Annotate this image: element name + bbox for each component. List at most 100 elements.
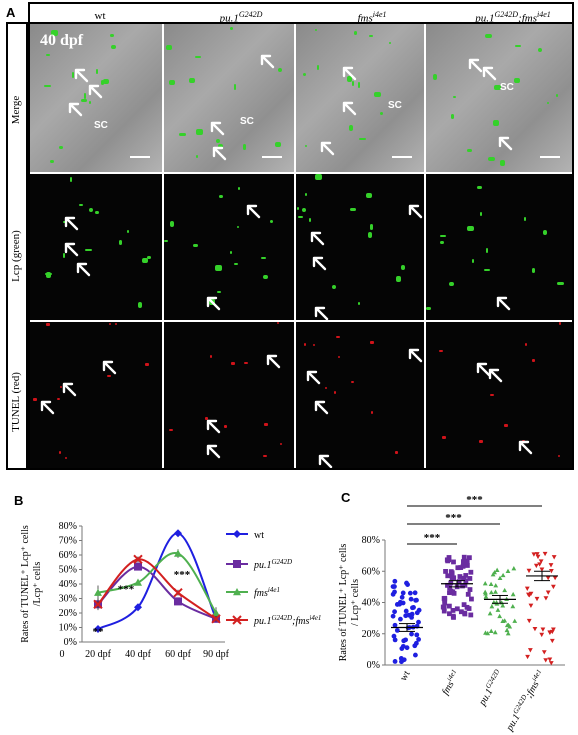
arrow-indicator	[74, 260, 92, 278]
scatter-point	[391, 633, 397, 639]
scale-bar	[262, 156, 282, 158]
row-label-merge: Merge	[10, 95, 22, 125]
tunel-signal	[115, 323, 117, 325]
lcp-signal	[524, 217, 526, 221]
lcp-signal	[138, 302, 142, 308]
scatter-point	[540, 627, 546, 632]
lcp-signal	[230, 251, 232, 254]
data-point	[174, 549, 182, 557]
scatter-point	[403, 608, 409, 614]
legend-marker	[233, 560, 241, 568]
lcp-signal	[95, 211, 99, 214]
arrow-indicator	[62, 214, 80, 232]
y-tick-label: 20%	[362, 629, 380, 640]
lcp-signal	[81, 99, 87, 102]
lcp-signal	[358, 302, 360, 305]
scatter-point	[490, 572, 496, 577]
scatter-point	[483, 630, 488, 635]
lcp-signal	[389, 42, 391, 44]
scatter-point	[455, 565, 461, 571]
lcp-signal	[195, 56, 201, 58]
scatter-point	[497, 575, 503, 581]
lcp-signal	[484, 269, 490, 271]
scatter-point	[527, 648, 533, 653]
arrow-indicator	[516, 438, 534, 456]
scatter-point	[549, 638, 555, 644]
scatter-point	[460, 559, 466, 565]
scatter-point	[537, 562, 543, 567]
arrow-indicator	[494, 294, 512, 312]
lcp-signal	[467, 149, 472, 152]
lcp-signal	[50, 160, 54, 163]
y-tick-label: 80%	[59, 521, 77, 532]
tunel-signal	[559, 322, 561, 325]
data-point	[174, 597, 182, 606]
significance-annotation: ***	[174, 569, 191, 581]
column-header-pu1: pu.1G242D	[206, 10, 276, 25]
scatter-point	[505, 631, 511, 636]
scatter-point	[500, 618, 506, 623]
data-point	[212, 609, 220, 617]
lcp-signal	[451, 114, 454, 119]
tunel-signal	[439, 350, 443, 352]
scale-bar	[392, 156, 412, 158]
double-fms-label: fms	[521, 12, 537, 25]
lcp-signal	[297, 207, 299, 210]
data-point	[133, 554, 143, 565]
merge-image-col4: SC	[426, 24, 572, 172]
lcp-signal	[370, 224, 373, 230]
tunel-signal	[490, 394, 494, 396]
scatter-point	[392, 609, 397, 615]
lcp-signal	[103, 79, 109, 84]
data-point-stroke	[133, 554, 143, 565]
lcp-signal	[494, 85, 501, 90]
scatter-point	[547, 657, 553, 662]
lcp-signal	[169, 80, 175, 85]
scatter-point	[492, 629, 498, 635]
arrow-indicator	[318, 139, 336, 157]
scatter-point	[413, 652, 418, 658]
lcp-signal	[347, 76, 352, 82]
x-tick-label: 90 dpf	[203, 649, 230, 660]
double-sep: ;	[518, 12, 522, 25]
lcp-signal	[85, 249, 92, 251]
legend-marker	[232, 615, 242, 625]
legend-marker-stroke	[232, 615, 242, 625]
x-tick-label: 40 dpf	[125, 649, 152, 660]
y-axis-label-2: / Lcp⁺ cells	[350, 579, 361, 626]
arrow-indicator	[204, 442, 222, 460]
tunel-red-image-col1	[30, 322, 162, 468]
scatter-point	[410, 605, 415, 611]
scatter-point	[510, 591, 516, 597]
scatter-point	[392, 589, 397, 595]
tunel-signal	[205, 417, 208, 420]
scale-bar	[540, 156, 560, 158]
panel-a-letter: A	[6, 5, 16, 20]
lcp-signal	[309, 218, 311, 222]
lcp-green-image-col1	[30, 174, 162, 320]
data-point	[134, 578, 142, 586]
tunel-red-image-col4	[426, 322, 572, 468]
data-point	[134, 603, 142, 612]
scatter-point	[510, 603, 516, 609]
panel-a-header: wt pu.1G242D fmsi4e1 pu.1G242D;fmsi4e1	[28, 2, 574, 25]
arrow-indicator	[38, 398, 56, 416]
double-fms-sup: i4e1	[536, 10, 551, 19]
scatter-point	[464, 563, 470, 568]
chart-b: 0% 10% 20% 30% 40% 50% 60% 70% 80% 0 20 dpf 40 dpf 6…	[20, 521, 321, 660]
scatter-point	[535, 554, 541, 560]
lcp-signal	[500, 160, 505, 166]
tunel-signal	[65, 457, 67, 459]
legend-marker	[233, 588, 241, 596]
series-line-1	[97, 565, 217, 620]
tunel-signal	[33, 398, 37, 401]
x-category-label: pu.1G242D	[475, 668, 506, 708]
scatter-point	[464, 604, 470, 610]
x-category-label: wt	[398, 669, 413, 683]
data-point-stroke	[93, 599, 103, 610]
lcp-signal	[514, 78, 520, 83]
scatter-point	[528, 603, 534, 608]
arrow-indicator	[340, 64, 358, 82]
lcp-signal	[230, 27, 233, 30]
scatter-point	[464, 558, 470, 564]
